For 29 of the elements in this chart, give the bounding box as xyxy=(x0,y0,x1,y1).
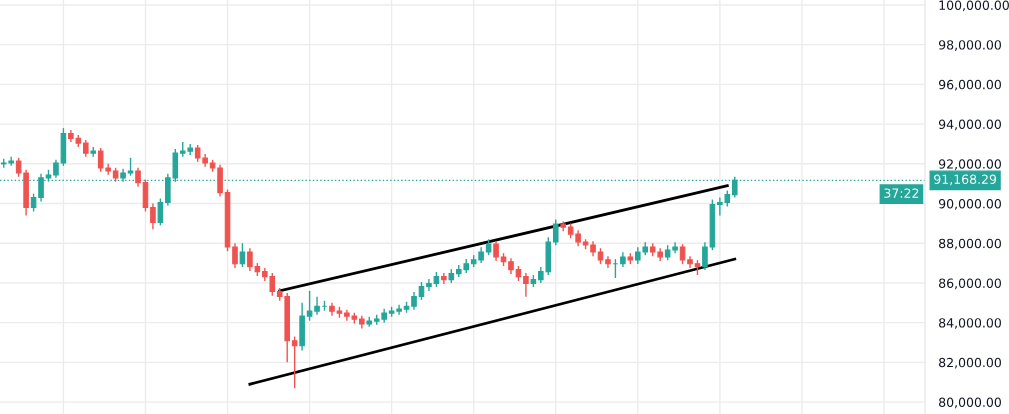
candlestick xyxy=(493,240,499,262)
candlestick xyxy=(523,272,529,298)
y-tick-label: 92,000.00 xyxy=(938,159,1001,171)
y-tick-label: 98,000.00 xyxy=(938,40,1001,51)
candlestick xyxy=(426,278,432,292)
candlestick xyxy=(702,241,708,271)
y-tick-label: 82,000.00 xyxy=(939,357,1001,369)
candlestick xyxy=(306,290,313,322)
y-tick-label: 86,000.00 xyxy=(939,278,1001,290)
candlestick xyxy=(314,296,320,316)
y-tick-label: 100,000.00 xyxy=(939,0,1009,12)
candlestick xyxy=(731,176,738,199)
ref-line-label: 91,168.29 xyxy=(934,174,997,186)
y-tick-label: 84,000.00 xyxy=(939,318,1001,329)
candlestick xyxy=(135,167,141,188)
y-tick-label: 94,000.00 xyxy=(938,119,1001,131)
candlestick xyxy=(679,243,686,265)
candlestick xyxy=(239,242,246,268)
y-tick-label: 80,000.00 xyxy=(939,397,1001,409)
candlestick xyxy=(291,335,298,389)
candlestick xyxy=(441,272,447,285)
candlestick xyxy=(552,218,559,246)
y-tick-label: 88,000.00 xyxy=(939,238,1001,250)
y-tick-label: 96,000.00 xyxy=(938,79,1001,91)
candlestick xyxy=(150,202,156,231)
y-tick-label: 90,000.00 xyxy=(938,199,1001,210)
candlestick xyxy=(232,242,238,269)
annotation: 37:22 xyxy=(884,188,919,198)
candlestick xyxy=(157,197,164,227)
